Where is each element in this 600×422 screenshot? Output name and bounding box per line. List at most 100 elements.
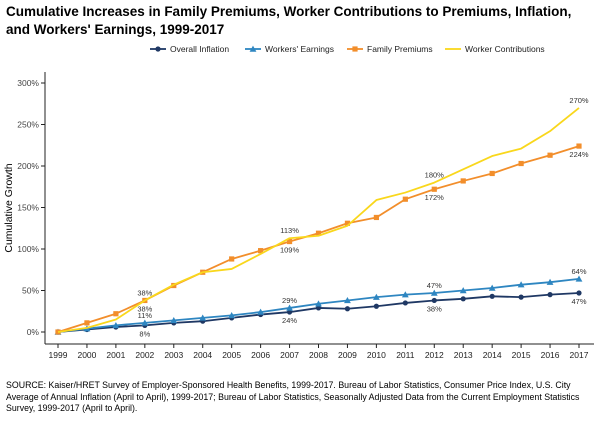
- y-tick-label: 300%: [17, 78, 39, 88]
- data-point: [170, 316, 178, 324]
- y-tick-label: 50%: [22, 286, 39, 296]
- data-point: [373, 303, 379, 309]
- legend-item: Workers' Earnings: [245, 44, 334, 54]
- data-point: [488, 284, 496, 291]
- data-point: [286, 309, 293, 315]
- x-tick-label: 2014: [483, 350, 502, 360]
- legend-label: Worker Contributions: [465, 44, 545, 54]
- legend-item: Worker Contributions: [445, 44, 545, 54]
- data-point: [402, 300, 408, 306]
- data-label: 47%: [427, 281, 442, 290]
- legend-item: Family Premiums: [347, 44, 433, 54]
- data-point: [249, 45, 257, 52]
- x-tick-label: 2004: [193, 350, 212, 360]
- legend-label: Overall Inflation: [170, 44, 229, 54]
- x-tick-label: 2012: [425, 350, 444, 360]
- data-label: 29%: [282, 296, 297, 305]
- data-point: [518, 294, 524, 300]
- data-point: [489, 293, 495, 299]
- data-point: [257, 308, 265, 315]
- x-axis: 1999 2000 2001 2002 2003 2004 2005 2006 2007 2008…: [45, 343, 594, 360]
- x-tick-label: 2013: [454, 350, 473, 360]
- data-point: [372, 293, 380, 300]
- x-tick-label: 2011: [396, 350, 415, 360]
- data-label: 38%: [137, 304, 152, 313]
- y-tick-label: 0%: [27, 327, 40, 337]
- x-tick-label: 2000: [77, 350, 96, 360]
- data-point: [547, 152, 553, 158]
- line-chart: Overall Inflation Workers' Earnings Family…: [3, 44, 594, 360]
- x-tick-label: 2003: [164, 350, 183, 360]
- data-point: [546, 278, 554, 285]
- y-axis: 0% 50% 100% 150% 200% 250% 300%: [17, 72, 46, 344]
- x-tick-label: 2010: [367, 350, 386, 360]
- data-point: [576, 143, 582, 149]
- x-tick-label: 2001: [106, 350, 125, 360]
- data-point: [315, 300, 322, 307]
- x-tick-label: 2017: [570, 350, 589, 360]
- x-tick-label: 2005: [222, 350, 241, 360]
- data-label: 172%: [425, 193, 445, 202]
- data-point: [517, 281, 525, 288]
- data-point: [518, 160, 524, 167]
- data-label: 38%: [427, 304, 442, 313]
- data-point: [315, 305, 322, 311]
- data-label: 113%: [280, 226, 299, 235]
- data-point: [547, 292, 553, 298]
- data-point: [576, 290, 582, 296]
- data-label: 109%: [280, 246, 300, 255]
- data-labels: 38%38%11%8%113%109%29%24%180%172%47%38%2…: [137, 96, 589, 338]
- data-point: [199, 314, 207, 321]
- y-tick-label: 100%: [17, 244, 39, 254]
- data-point: [141, 319, 149, 326]
- x-tick-label: 2009: [338, 350, 357, 360]
- series-line: [57, 292, 580, 333]
- series-worker-contributions: [57, 107, 580, 333]
- series-line: [57, 107, 580, 333]
- legend-label: Workers' Earnings: [265, 44, 334, 54]
- data-point: [155, 46, 161, 52]
- data-point: [430, 289, 438, 296]
- data-point: [112, 321, 120, 329]
- data-point: [460, 296, 466, 302]
- x-tick-label: 2007: [280, 350, 299, 360]
- series-layer: [54, 107, 583, 335]
- data-point: [113, 311, 119, 317]
- source-note: SOURCE: Kaiser/HRET Survey of Employer-S…: [6, 380, 580, 413]
- legend-item: Overall Inflation: [150, 44, 229, 54]
- y-tick-label: 200%: [17, 161, 39, 171]
- data-point: [229, 256, 235, 262]
- x-tick-label: 1999: [49, 350, 68, 360]
- data-label: 224%: [569, 150, 589, 159]
- data-point: [286, 238, 293, 245]
- data-label: 270%: [569, 96, 589, 105]
- data-point: [431, 297, 437, 304]
- x-tick-label: 2008: [309, 350, 328, 360]
- data-point: [460, 178, 466, 184]
- series-workers-earnings: [54, 275, 583, 335]
- data-label: 64%: [571, 267, 586, 276]
- data-point: [402, 196, 408, 202]
- legend-label: Family Premiums: [367, 44, 433, 54]
- y-axis-label: Cumulative Growth: [3, 163, 15, 252]
- data-label: 180%: [425, 171, 445, 180]
- data-point: [84, 320, 90, 326]
- data-label: 11%: [138, 311, 153, 320]
- y-tick-label: 250%: [17, 120, 39, 130]
- data-point: [431, 186, 437, 192]
- data-point: [286, 304, 293, 311]
- data-label: 38%: [137, 288, 152, 297]
- data-label: 24%: [282, 316, 297, 325]
- data-point: [258, 248, 264, 254]
- data-label: 47%: [571, 297, 586, 306]
- data-point: [352, 46, 358, 52]
- data-point: [459, 287, 467, 294]
- x-tick-label: 2016: [541, 350, 560, 360]
- data-point: [575, 275, 583, 282]
- x-tick-label: 2006: [251, 350, 270, 360]
- data-point: [315, 230, 322, 236]
- x-tick-label: 2015: [512, 350, 531, 360]
- data-point: [373, 214, 379, 221]
- series-overall-inflation: [55, 290, 582, 335]
- data-point: [344, 297, 351, 304]
